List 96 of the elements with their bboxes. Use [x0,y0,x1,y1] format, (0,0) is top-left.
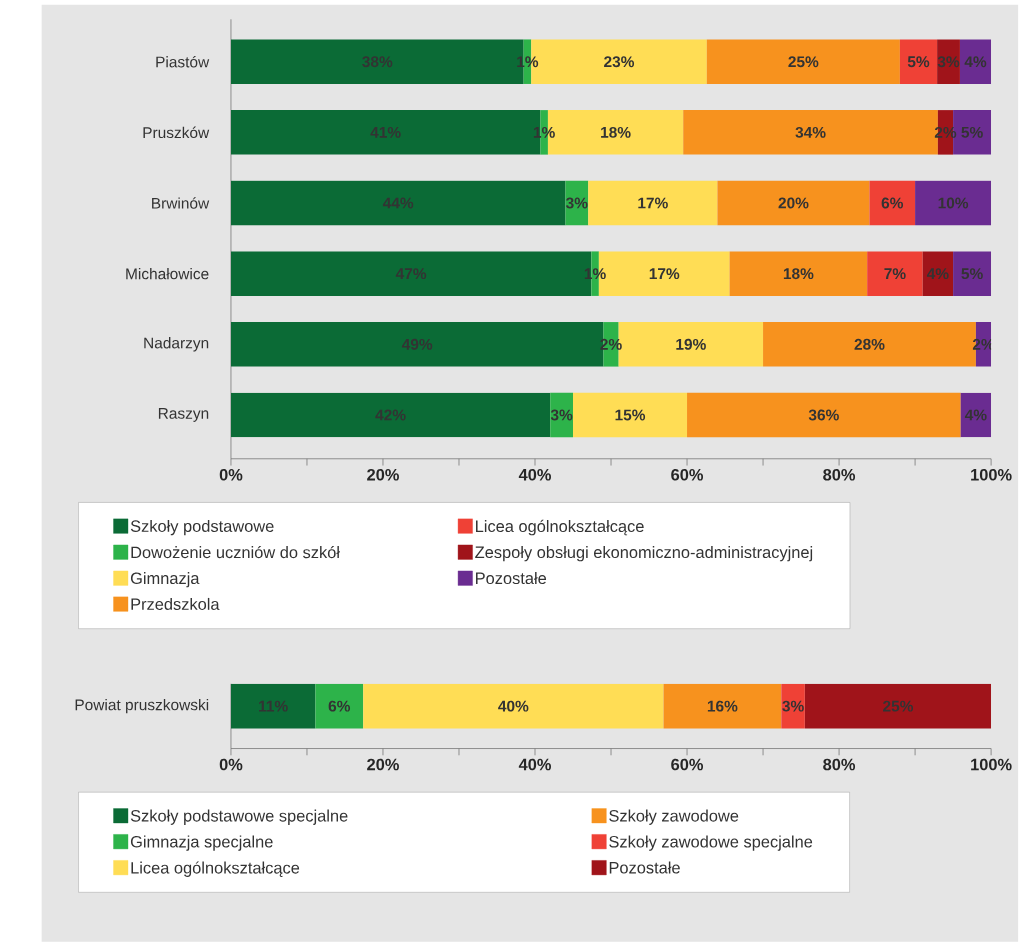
data-label: 25% [883,700,914,712]
legend-label: Gimnazja specjalne [130,835,273,852]
bar [565,181,589,226]
legend-label: Szkoły zawodowe [609,809,739,826]
legend-label: Licea ogólnokształcące [131,861,300,878]
data-label: 3% [566,197,588,209]
legend-label: Pozostałe [476,572,547,585]
bar [959,39,992,85]
bar [869,181,916,226]
data-label: 25% [788,56,819,68]
x-tick-label: 40% [518,469,551,481]
legend-label: Szkoły zawodowe specjalne [609,835,813,852]
bar [363,684,664,729]
legend-label: Pozostałe [609,861,680,874]
data-label: 47% [395,268,427,280]
bar [781,684,805,729]
data-label: 28% [854,339,885,351]
data-label: 10% [938,197,969,209]
bar [550,392,574,438]
data-label: 20% [778,197,809,209]
bar [953,251,992,297]
bar [717,181,870,226]
data-label: 15% [615,409,646,421]
data-label: 5% [961,268,983,280]
x-tick-label: 0% [219,469,243,481]
x-tick-label: 60% [671,469,704,481]
bar [573,392,688,438]
x-tick-label: 100% [971,758,1012,771]
data-label: 6% [881,197,904,209]
bar [729,251,868,297]
x-tick-label: 60% [671,758,704,771]
legend-label: Szkoły podstawowe [130,520,274,536]
bar [922,251,954,297]
x-tick-label: 20% [367,758,399,771]
y-tick-label: Pruszków [143,126,210,139]
data-label: 6% [328,700,351,712]
data-label: 23% [604,56,635,68]
bar [315,684,364,729]
data-label: 3% [937,56,960,68]
x-tick-label: 20% [367,469,399,481]
y-tick-label: Powiat pruszkowski [75,699,209,714]
data-label: 3% [550,409,573,421]
bar [230,392,551,438]
data-label: 18% [601,127,631,139]
data-label: 4% [926,268,949,280]
data-label: 7% [884,268,906,280]
bar [706,39,900,85]
data-label: 36% [808,409,839,421]
bar [937,39,960,85]
bar [804,684,992,729]
data-label: 1% [584,268,606,280]
bar [867,251,923,297]
data-label: 4% [964,409,987,421]
data-label: 17% [649,268,680,280]
legend-label: Zespoły obsługi ekonomiczno-administracyjnej [475,546,813,562]
data-label: 42% [375,409,406,421]
data-label: 34% [795,127,826,139]
data-label: 38% [362,56,393,68]
data-label: 19% [676,339,706,351]
data-label: 44% [382,197,414,209]
data-label: 5% [907,56,930,68]
data-label: 18% [783,268,814,280]
bar [687,392,961,438]
data-label: 49% [401,339,433,351]
x-tick-label: 80% [823,758,856,771]
data-label: 40% [498,700,529,712]
data-label: 1% [533,127,555,139]
data-label: 17% [638,197,668,209]
legend-label: Licea ogólnokształcące [476,520,644,536]
legend-label: Gimnazja [130,572,200,588]
data-label: 41% [370,127,401,139]
y-tick-label: Raszyn [158,408,209,423]
data-label: 5% [961,127,983,139]
y-tick-label: Brwinów [152,197,210,210]
data-label: 16% [707,700,738,712]
bar [960,392,992,438]
x-tick-label: 80% [823,469,856,481]
y-tick-label: Nadarzyn [144,337,209,352]
legend-label: Szkoły podstawowe specjalne [130,809,348,826]
bar [230,181,566,226]
bar [230,684,316,729]
bar [588,181,718,226]
y-tick-label: Piastów [156,56,210,68]
y-tick-label: Michałowice [126,268,209,280]
x-tick-label: 100% [971,469,1012,481]
x-tick-label: 0% [219,758,243,771]
bar [899,39,938,85]
legend-label: Dowożenie uczniów do szkół [131,546,340,559]
data-label: 4% [964,56,987,68]
data-label: 11% [259,700,288,712]
x-tick-label: 40% [518,758,551,771]
bar [663,684,782,729]
data-label: 1% [517,56,539,68]
bar [915,181,992,226]
legend-label: Przedszkola [131,598,220,611]
data-label: 3% [782,700,804,712]
